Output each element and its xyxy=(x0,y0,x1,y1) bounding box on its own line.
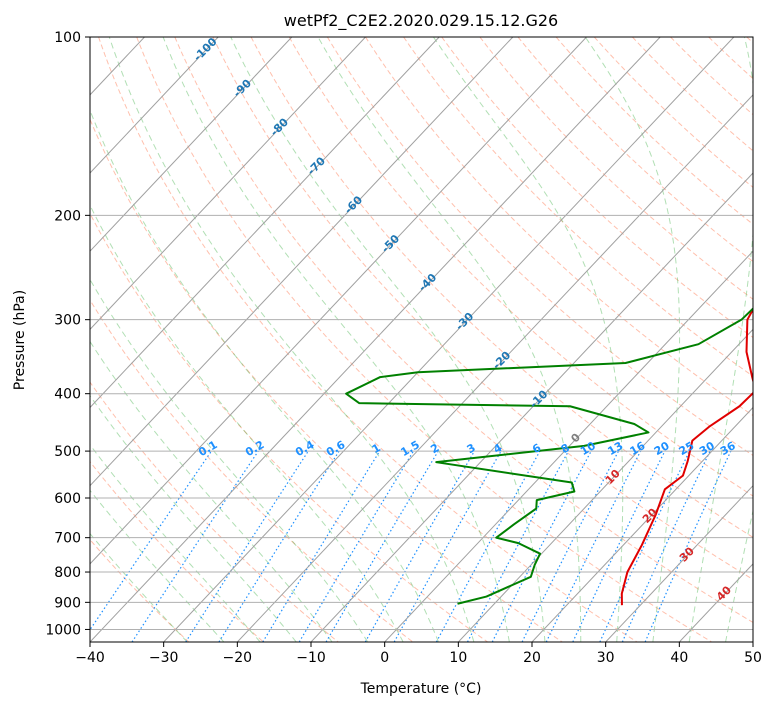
dry-adiabat-line xyxy=(174,37,753,624)
dewpoint-line xyxy=(345,307,753,605)
dry-adiabat-line xyxy=(403,37,753,377)
isotherm-line xyxy=(531,406,753,642)
dry-adiabat-line xyxy=(517,37,753,263)
moist-adiabat-line xyxy=(90,108,439,642)
mixing-ratio-line xyxy=(435,450,541,642)
dry-adiabat-line xyxy=(90,299,414,642)
isotherm-line xyxy=(605,484,753,642)
x-axis-label: Temperature (°C) xyxy=(360,681,482,697)
x-tick-label: 40 xyxy=(670,650,688,666)
isotherm-line xyxy=(384,250,753,642)
moist-adiabat-line xyxy=(725,508,753,642)
x-tick-label: 20 xyxy=(523,650,541,666)
x-tick-label: 50 xyxy=(744,650,762,666)
moist-adiabat-line xyxy=(584,37,681,642)
mixing-ratio-line xyxy=(545,450,642,642)
x-tick-label: −30 xyxy=(149,650,179,666)
y-tick-label: 300 xyxy=(54,313,81,329)
x-tick-label: 30 xyxy=(597,650,615,666)
x-tick-label: −10 xyxy=(296,650,326,666)
isotherm-line xyxy=(90,37,440,409)
dry-adiabat-line xyxy=(90,538,190,642)
y-tick-label: 700 xyxy=(54,531,81,547)
axes: −40 −30 −20 −10 0 10 20 30 40 50 100 200 300 400 500 60… xyxy=(45,30,762,666)
moist-adiabat-line xyxy=(90,204,404,642)
isotherm-line xyxy=(90,37,514,487)
mixing-ratio-line xyxy=(262,450,381,642)
x-tick-label: −20 xyxy=(223,650,253,666)
dry-adiabat-line xyxy=(136,37,713,642)
isotherm-line xyxy=(90,37,661,642)
dry-adiabat-line xyxy=(90,212,488,642)
isotherm-line xyxy=(236,94,753,642)
mixing-ratio-line xyxy=(218,450,340,642)
y-tick-label: 400 xyxy=(54,387,81,403)
moist-adiabat-line xyxy=(230,37,546,642)
y-tick-label: 1000 xyxy=(45,622,81,638)
y-tick-label: 600 xyxy=(54,491,81,507)
moist-adiabat-line xyxy=(90,278,369,642)
isotherm-line xyxy=(90,37,293,252)
moist-adiabat-line xyxy=(317,37,582,642)
y-axis-label: Pressure (hPa) xyxy=(12,290,28,390)
dry-adiabat-line xyxy=(98,37,638,642)
dry-adiabat-line xyxy=(326,37,753,457)
dry-adiabat-line xyxy=(365,37,753,417)
moist-adiabat-line xyxy=(108,37,475,642)
moist-adiabat-line xyxy=(688,37,753,642)
y-tick-label: 500 xyxy=(54,444,81,460)
dry-adiabat-line xyxy=(250,37,753,538)
y-tick-label: 100 xyxy=(54,30,81,46)
dry-adiabat-line xyxy=(632,37,753,152)
y-tick-label: 800 xyxy=(54,565,81,581)
mixing-ratio-line xyxy=(466,450,569,642)
dry-adiabat-line xyxy=(90,460,264,642)
profile-lines xyxy=(345,307,753,606)
isotherm-line xyxy=(457,328,753,642)
isotherm-line xyxy=(90,37,219,174)
dry-adiabat-line xyxy=(555,37,753,225)
temperature-line xyxy=(620,307,753,606)
y-tick-label: 200 xyxy=(54,208,81,224)
moist-adiabat-line xyxy=(162,37,510,642)
dry-adiabat-line xyxy=(212,37,753,581)
dry-adiabat-line xyxy=(90,381,339,642)
mixing-ratio-line xyxy=(521,450,620,642)
dry-adiabat-line xyxy=(288,37,753,497)
isotherm-line xyxy=(163,37,735,642)
mixing-ratio-line xyxy=(90,450,212,631)
x-tick-label: 0 xyxy=(380,650,389,666)
moist-adiabat-line xyxy=(90,394,297,642)
plot-frame xyxy=(89,36,754,643)
mixing-ratio-line xyxy=(393,450,502,642)
dry-adiabat-line xyxy=(441,37,753,339)
x-tick-label: 10 xyxy=(449,650,467,666)
isotherm-line xyxy=(90,37,366,331)
isotherm-line xyxy=(90,37,587,565)
x-tick-label: −40 xyxy=(75,650,105,666)
mixing-ratio-line xyxy=(185,450,309,642)
chart-title: wetPf2_C2E2.2020.029.15.12.G26 xyxy=(284,11,558,31)
isotherm-line xyxy=(310,172,753,642)
moist-adiabat-line xyxy=(90,340,333,642)
y-tick-label: 900 xyxy=(54,595,81,611)
dry-adiabat-line xyxy=(90,118,563,642)
isobar-gridlines xyxy=(90,37,753,642)
